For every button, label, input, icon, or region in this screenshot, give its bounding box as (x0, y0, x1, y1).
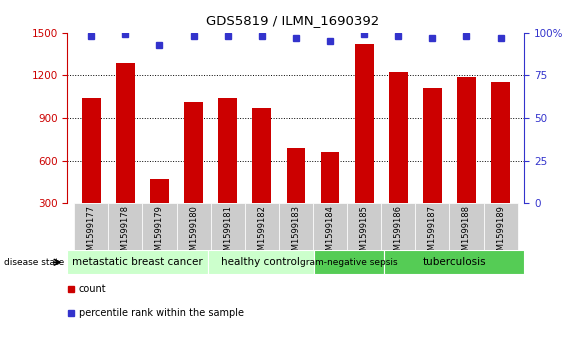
Bar (381, 203, 415, 250)
Text: GSM1599188: GSM1599188 (462, 205, 471, 261)
Text: GSM1599178: GSM1599178 (121, 205, 130, 261)
Bar (287, 148, 305, 246)
Bar (313, 203, 347, 250)
Text: GSM1599186: GSM1599186 (394, 205, 403, 261)
Bar (321, 152, 339, 246)
Text: GSM1599182: GSM1599182 (257, 205, 266, 261)
Bar (74, 203, 108, 250)
Text: tuberculosis: tuberculosis (423, 257, 486, 267)
Bar (347, 203, 381, 250)
Text: GSM1599187: GSM1599187 (428, 205, 437, 261)
Bar (82, 98, 101, 246)
Text: count: count (79, 285, 107, 294)
Bar (108, 203, 142, 250)
Bar (219, 98, 237, 246)
Text: healthy control: healthy control (222, 257, 300, 267)
Text: gram-negative sepsis: gram-negative sepsis (300, 258, 397, 267)
Bar (208, 250, 314, 274)
Bar (457, 77, 476, 246)
Bar (384, 250, 524, 274)
Bar (142, 203, 176, 250)
Text: GSM1599184: GSM1599184 (326, 205, 335, 261)
Text: metastatic breast cancer: metastatic breast cancer (72, 257, 203, 267)
Text: GSM1599181: GSM1599181 (223, 205, 232, 261)
Text: GSM1599177: GSM1599177 (87, 205, 96, 261)
Bar (245, 203, 279, 250)
Bar (210, 203, 245, 250)
Bar (67, 250, 208, 274)
Bar (314, 250, 384, 274)
Bar (176, 203, 210, 250)
Text: GSM1599183: GSM1599183 (291, 205, 301, 261)
Bar (389, 73, 408, 246)
Bar (279, 203, 313, 250)
Bar (491, 82, 510, 246)
Text: percentile rank within the sample: percentile rank within the sample (79, 308, 244, 318)
Text: GSM1599189: GSM1599189 (496, 205, 505, 261)
Bar (150, 179, 169, 246)
Bar (483, 203, 517, 250)
Text: GSM1599185: GSM1599185 (360, 205, 369, 261)
Bar (355, 44, 373, 246)
Bar (253, 108, 271, 246)
Text: GSM1599179: GSM1599179 (155, 205, 164, 261)
Bar (184, 102, 203, 246)
Text: GSM1599180: GSM1599180 (189, 205, 198, 261)
Bar (116, 62, 135, 246)
Bar (423, 88, 442, 246)
Bar (449, 203, 483, 250)
Bar (415, 203, 449, 250)
Text: GDS5819 / ILMN_1690392: GDS5819 / ILMN_1690392 (206, 15, 380, 28)
Text: disease state: disease state (4, 258, 64, 267)
